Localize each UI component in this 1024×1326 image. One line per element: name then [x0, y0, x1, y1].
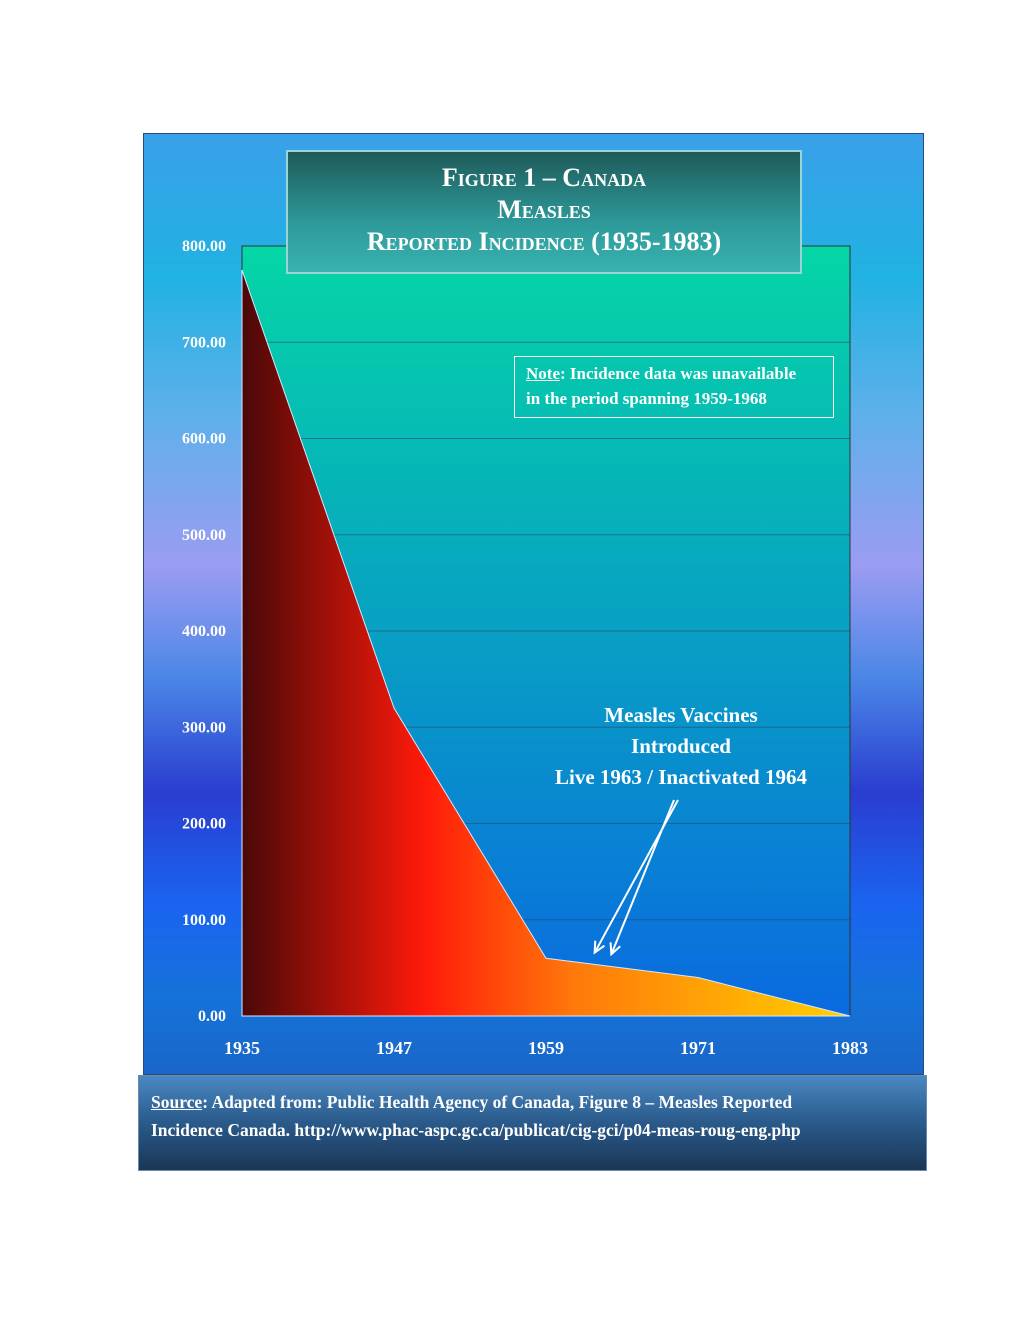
annotation-line-2: Introduced: [631, 734, 731, 758]
y-tick-label: 700.00: [182, 334, 226, 351]
title-line-1: Figure 1 – Canada: [441, 163, 647, 192]
y-tick-label: 0.00: [198, 1008, 226, 1025]
title-line-2: Measles: [497, 195, 591, 224]
note-lead: Note: [526, 364, 560, 383]
y-tick-label: 500.00: [182, 527, 226, 544]
annotation-arrows: [593, 799, 679, 957]
y-tick-label: 200.00: [182, 816, 226, 833]
x-tick-label: 1983: [832, 1038, 868, 1058]
note-text-1: : Incidence data was unavailable: [559, 364, 797, 383]
series-area: [241, 269, 851, 1017]
annotation-arrow-line: [610, 799, 675, 955]
title-line-3-main: Reported Incidence: [366, 227, 585, 256]
annotation-line-1: Measles Vaccines: [604, 703, 758, 727]
vaccine-annotation: Measles Vaccines Introduced Live 1963 / …: [531, 700, 831, 793]
annotation-arrow-head: [609, 942, 621, 957]
y-tick-label: 300.00: [182, 719, 226, 736]
x-tick-label: 1935: [224, 1038, 260, 1058]
chart-title: Figure 1 – Canada Measles Reported Incid…: [286, 150, 802, 274]
note-box: Note: Incidence data was unavailable in …: [514, 356, 834, 418]
annotation-arrow-head: [593, 940, 606, 955]
source-line-1: Source: Adapted from: Public Health Agen…: [151, 1088, 926, 1116]
x-tick-label: 1971: [680, 1038, 716, 1058]
title-line-3-years: (1935-1983): [591, 227, 722, 256]
y-tick-label: 800.00: [182, 238, 226, 255]
note-text-2: in the period spanning 1959-1968: [526, 389, 767, 408]
source-text-1: : Adapted from: Public Health Agency of …: [202, 1092, 793, 1112]
source-box: Source: Adapted from: Public Health Agen…: [138, 1075, 927, 1171]
x-axis-ticks: 1935 1947 1959 1971 1983: [224, 1038, 868, 1058]
y-tick-label: 100.00: [182, 912, 226, 929]
y-axis-ticks: 0.00 100.00 200.00 300.00 400.00 500.00 600.00…: [182, 238, 226, 1025]
title-line-3: Reported Incidence (1935-1983): [288, 226, 800, 258]
source-text-2: Incidence Canada. http://www.phac-aspc.g…: [151, 1120, 801, 1140]
y-tick-label: 600.00: [182, 431, 226, 448]
annotation-line-3: Live 1963 / Inactivated 1964: [555, 765, 807, 789]
x-tick-label: 1959: [528, 1038, 564, 1058]
x-tick-label: 1947: [376, 1038, 412, 1058]
source-lead: Source: [151, 1092, 203, 1112]
note-line-1: Note: Incidence data was unavailable: [526, 361, 833, 386]
y-tick-label: 400.00: [182, 623, 226, 640]
